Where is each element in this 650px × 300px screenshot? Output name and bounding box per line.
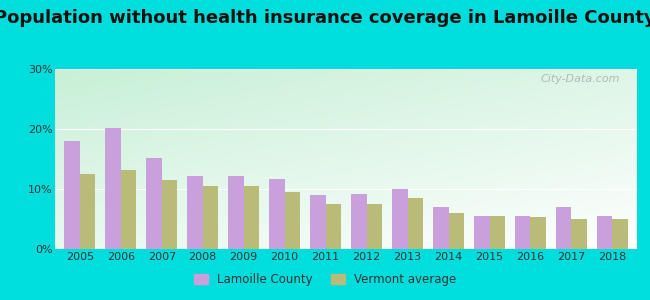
Bar [187, 176, 203, 249]
Bar [489, 216, 505, 249]
Bar [203, 186, 218, 249]
Bar [597, 216, 612, 249]
Bar [285, 192, 300, 249]
Legend: Lamoille County, Vermont average: Lamoille County, Vermont average [189, 269, 461, 291]
Bar [146, 158, 162, 249]
Bar [571, 219, 587, 249]
Bar [530, 217, 546, 249]
Bar [64, 141, 80, 249]
Bar [392, 189, 408, 249]
Text: Population without health insurance coverage in Lamoille County: Population without health insurance cove… [0, 9, 650, 27]
Bar [351, 194, 367, 249]
Bar [121, 170, 136, 249]
Bar [244, 186, 259, 249]
Bar [448, 213, 464, 249]
Bar [367, 204, 382, 249]
Bar [269, 179, 285, 249]
Bar [80, 174, 96, 249]
Bar [612, 219, 628, 249]
Bar [515, 216, 530, 249]
Text: City-Data.com: City-Data.com [540, 74, 619, 84]
Bar [162, 180, 177, 249]
Bar [326, 204, 341, 249]
Bar [474, 216, 489, 249]
Bar [408, 198, 423, 249]
Bar [310, 195, 326, 249]
Bar [228, 176, 244, 249]
Bar [105, 128, 121, 249]
Bar [556, 207, 571, 249]
Bar [433, 207, 448, 249]
